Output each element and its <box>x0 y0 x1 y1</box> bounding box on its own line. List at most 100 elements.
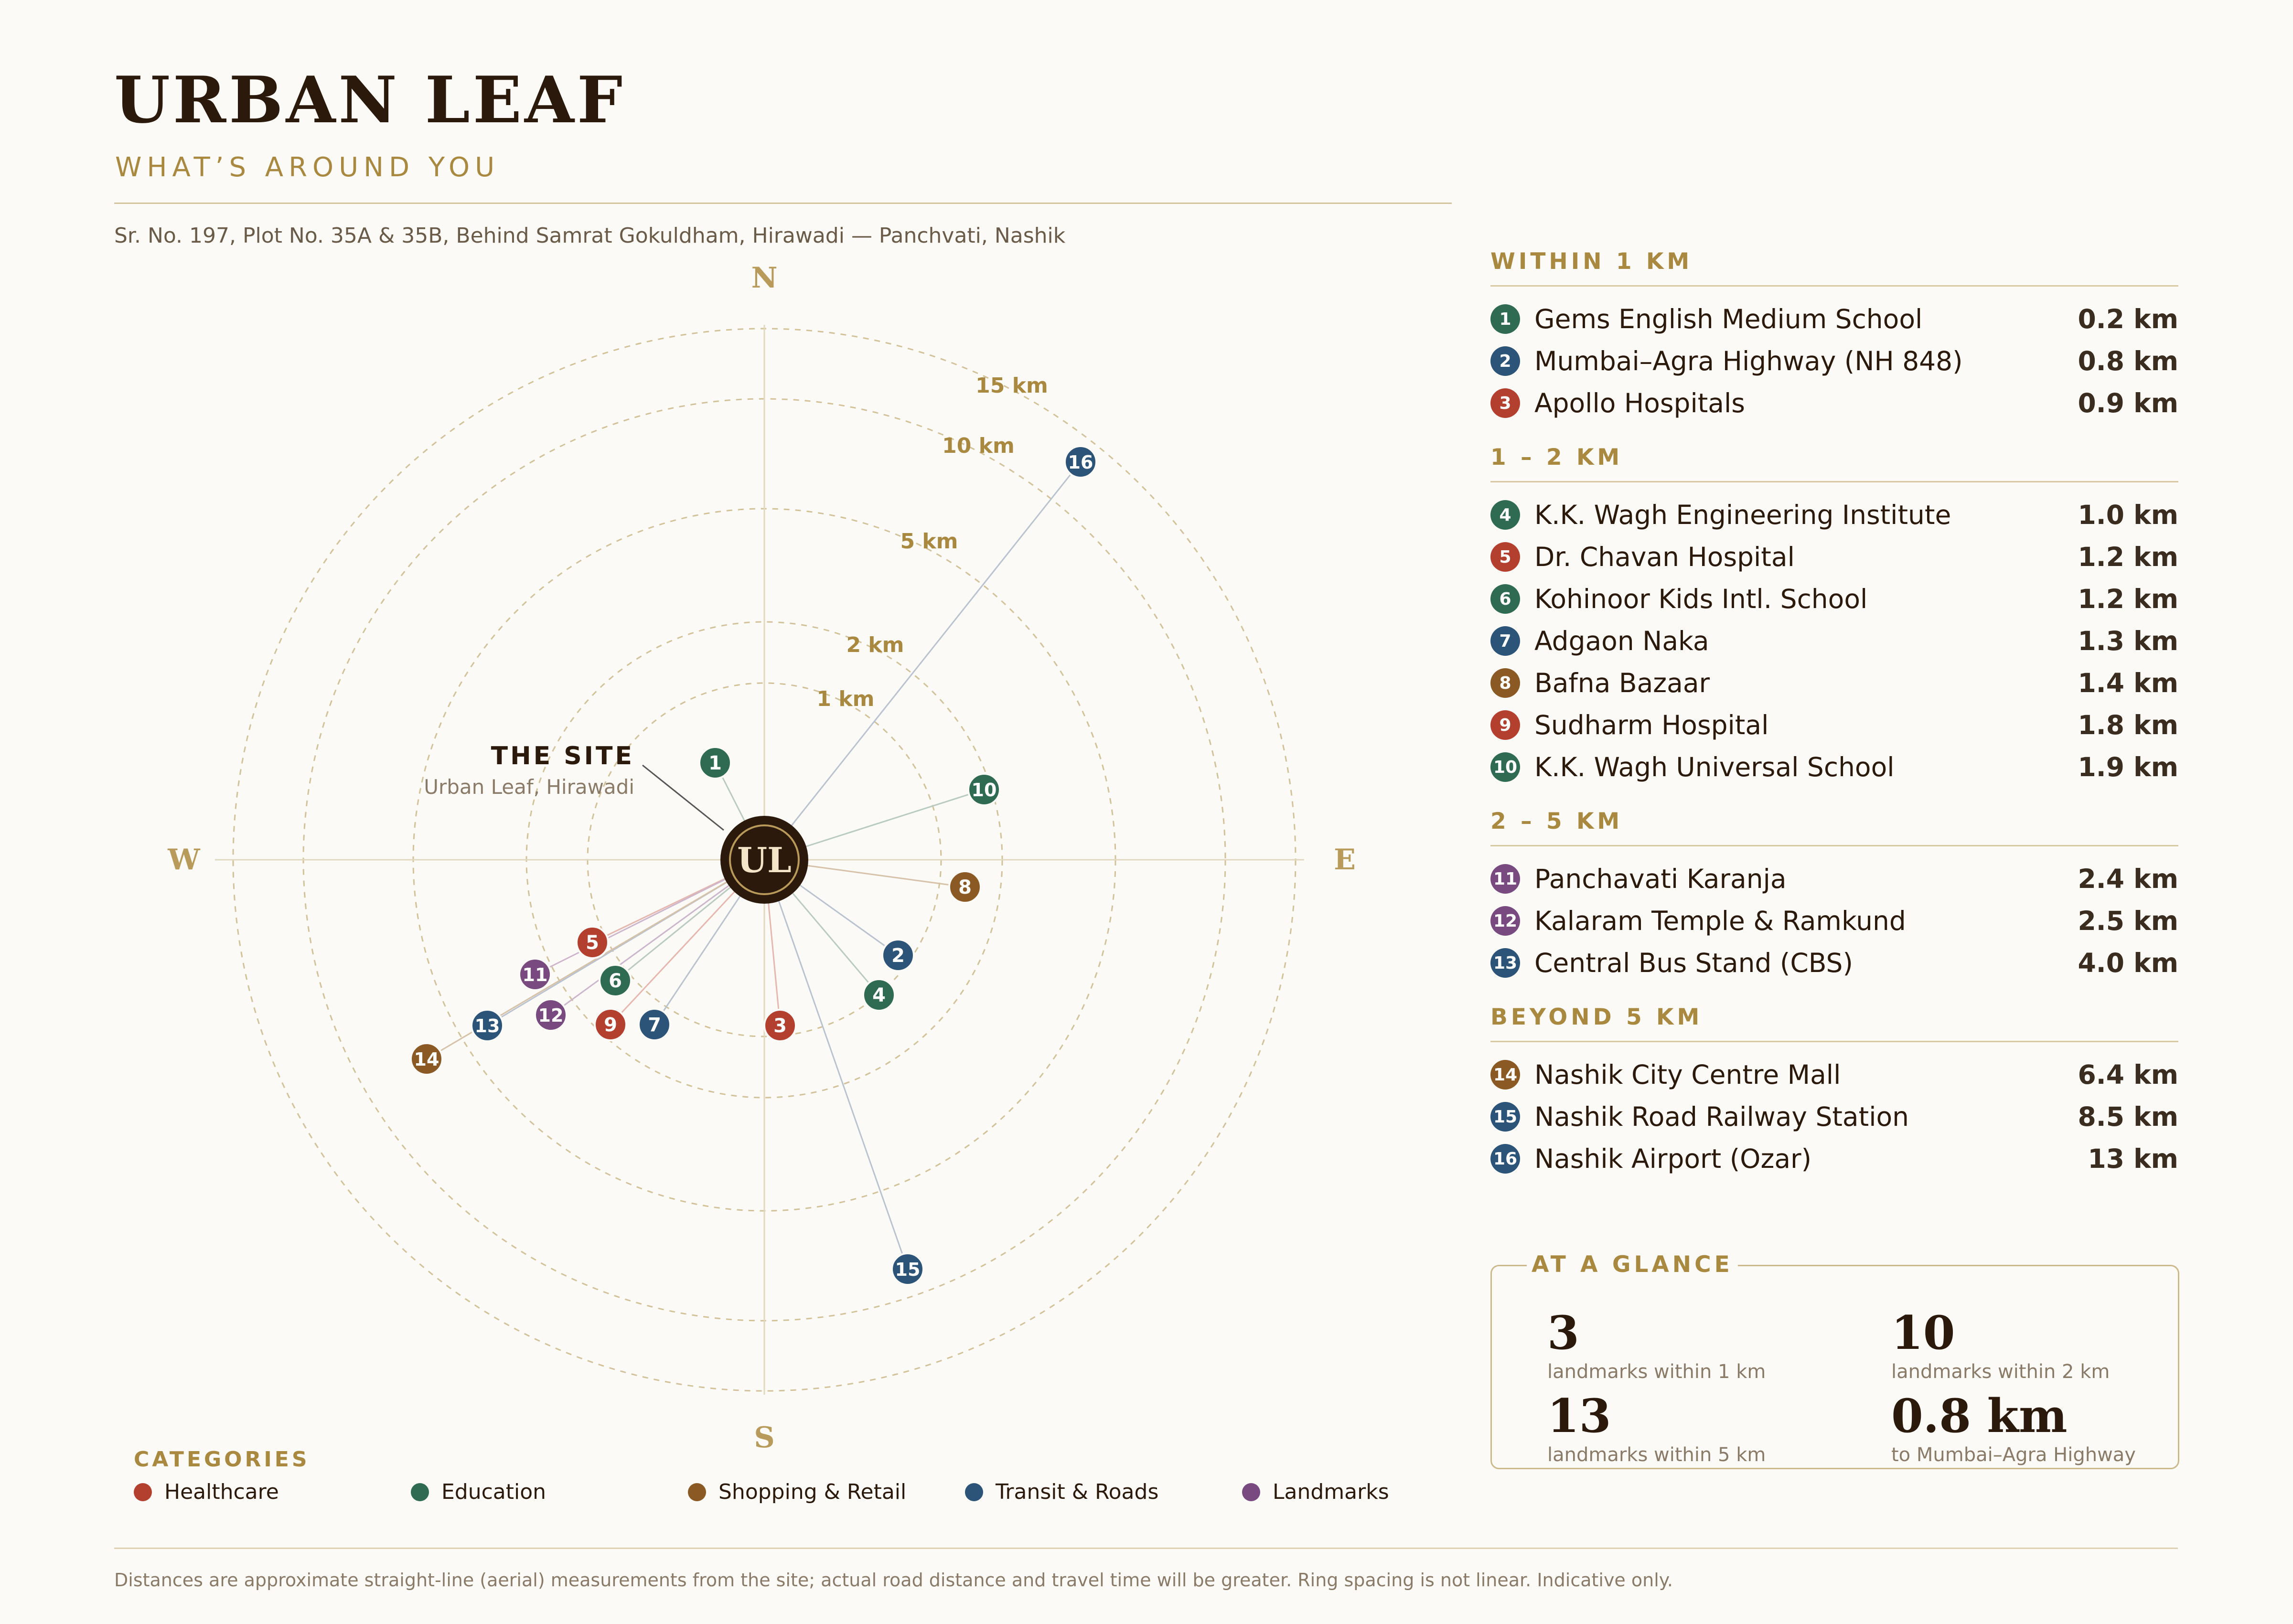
marker-circle <box>881 939 915 972</box>
ring-label: 1 km <box>816 687 874 711</box>
landmark-row-10[interactable]: 10 K.K. Wagh Universal School 1.9 km <box>1490 746 2178 788</box>
marker-number: 2 <box>891 945 905 967</box>
landmark-distance: 2.4 km <box>2078 864 2178 894</box>
site-callout: THE SITE Urban Leaf, Hirawadi <box>424 742 724 831</box>
map-marker-10[interactable]: 10 <box>967 773 1001 806</box>
marker-circle <box>594 1008 627 1041</box>
glance-stat-within-5km: 13 landmarks within 5 km <box>1547 1393 1766 1466</box>
legend-dot-icon <box>411 1483 429 1501</box>
landmark-row-7[interactable]: 7 Adgaon Naka 1.3 km <box>1490 620 2178 662</box>
map-marker-4[interactable]: 4 <box>862 978 896 1012</box>
footer-divider <box>114 1548 2178 1549</box>
landmark-row-9[interactable]: 9 Sudharm Hospital 1.8 km <box>1490 704 2178 746</box>
stat-label: to Mumbai–Agra Highway <box>1891 1444 2136 1466</box>
landmark-distance: 1.2 km <box>2078 542 2178 572</box>
marker-circle <box>763 1009 797 1042</box>
landmark-row-11[interactable]: 11 Panchavati Karanja 2.4 km <box>1490 858 2178 900</box>
landmark-name: Nashik Road Railway Station <box>1534 1101 1909 1132</box>
legend-item-landmarks: Landmarks <box>1242 1480 1389 1504</box>
brand-title: URBAN LEAF <box>114 62 626 138</box>
map-marker-16[interactable]: 16 <box>1064 445 1097 479</box>
stat-value: 13 <box>1547 1389 1611 1443</box>
landmark-group: BEYOND 5 KM 14 Nashik City Centre Mall 6.4 … <box>1490 1004 2178 1180</box>
legend-item-healthcare: Healthcare <box>134 1480 279 1504</box>
ring-label: 2 km <box>846 633 904 657</box>
landmark-distance: 1.8 km <box>2078 710 2178 740</box>
group-title: BEYOND 5 KM <box>1490 1004 2178 1042</box>
landmark-distance: 6.4 km <box>2078 1059 2178 1090</box>
landmark-row-4[interactable]: 4 K.K. Wagh Engineering Institute 1.0 km <box>1490 494 2178 536</box>
marker-circle <box>410 1042 443 1076</box>
stat-value: 3 <box>1547 1306 1579 1360</box>
landmark-number-badge: 14 <box>1490 1060 1520 1090</box>
glance-stat-within-1km: 3 landmarks within 1 km <box>1547 1310 1766 1383</box>
landmark-group: 2 – 5 KM 11 Panchavati Karanja 2.4 km 12 Kala… <box>1490 808 2178 984</box>
landmark-distance: 1.0 km <box>2078 500 2178 530</box>
landmark-row-13[interactable]: 13 Central Bus Stand (CBS) 4.0 km <box>1490 942 2178 984</box>
landmark-name: Nashik Airport (Ozar) <box>1534 1143 1812 1174</box>
compass-east: E <box>1334 843 1356 876</box>
map-marker-8[interactable]: 8 <box>948 870 982 904</box>
legend-title: CATEGORIES <box>134 1447 310 1472</box>
landmark-row-1[interactable]: 1 Gems English Medium School 0.2 km <box>1490 298 2178 340</box>
map-marker-13[interactable]: 13 <box>471 1009 504 1042</box>
map-marker-14[interactable]: 14 <box>410 1042 443 1076</box>
landmark-name: Bafna Bazaar <box>1534 668 1710 698</box>
map-marker-2[interactable]: 2 <box>881 939 915 972</box>
marker-number: 8 <box>958 876 972 898</box>
landmark-row-5[interactable]: 5 Dr. Chavan Hospital 1.2 km <box>1490 536 2178 578</box>
marker-circle <box>576 926 609 959</box>
landmark-distance: 1.4 km <box>2078 668 2178 698</box>
site-marker[interactable]: UL <box>720 816 808 904</box>
landmark-row-6[interactable]: 6 Kohinoor Kids Intl. School 1.2 km <box>1490 578 2178 620</box>
map-marker-9[interactable]: 9 <box>594 1008 627 1041</box>
map-marker-5[interactable]: 5 <box>576 926 609 959</box>
landmark-name: K.K. Wagh Engineering Institute <box>1534 500 1951 530</box>
landmark-name: Apollo Hospitals <box>1534 388 1745 418</box>
map-marker-7[interactable]: 7 <box>638 1008 671 1041</box>
marker-circle <box>698 746 732 780</box>
compass-south: S <box>754 1421 774 1454</box>
landmark-row-15[interactable]: 15 Nashik Road Railway Station 8.5 km <box>1490 1096 2178 1138</box>
map-marker-12[interactable]: 12 <box>534 998 568 1032</box>
landmark-row-12[interactable]: 12 Kalaram Temple & Ramkund 2.5 km <box>1490 900 2178 942</box>
map-marker-3[interactable]: 3 <box>763 1009 797 1042</box>
landmark-number-badge: 2 <box>1490 346 1520 376</box>
map-marker-15[interactable]: 15 <box>891 1252 924 1286</box>
landmark-number-badge: 13 <box>1490 948 1520 978</box>
marker-circle <box>1064 445 1097 479</box>
landmark-distance: 0.2 km <box>2078 304 2178 334</box>
landmark-name: K.K. Wagh Universal School <box>1534 752 1895 782</box>
site-marker-ring <box>729 824 800 895</box>
landmark-number-badge: 11 <box>1490 864 1520 894</box>
map-marker-1[interactable]: 1 <box>698 746 732 780</box>
landmark-row-8[interactable]: 8 Bafna Bazaar 1.4 km <box>1490 662 2178 704</box>
landmark-list-panel: WITHIN 1 KM 1 Gems English Medium School 0.… <box>1490 248 2178 1200</box>
landmark-row-3[interactable]: 3 Apollo Hospitals 0.9 km <box>1490 382 2178 424</box>
marker-number: 4 <box>872 984 886 1006</box>
legend-dot-icon <box>1242 1483 1260 1501</box>
landmark-number-badge: 16 <box>1490 1144 1520 1174</box>
landmark-row-16[interactable]: 16 Nashik Airport (Ozar) 13 km <box>1490 1138 2178 1180</box>
landmark-row-2[interactable]: 2 Mumbai–Agra Highway (NH 848) 0.8 km <box>1490 340 2178 382</box>
landmark-number-badge: 12 <box>1490 906 1520 936</box>
marker-circle <box>534 998 568 1032</box>
map-marker-11[interactable]: 11 <box>518 958 552 991</box>
landmark-row-14[interactable]: 14 Nashik City Centre Mall 6.4 km <box>1490 1054 2178 1096</box>
marker-number: 14 <box>414 1049 439 1070</box>
page-subtitle: WHAT’S AROUND YOU <box>115 152 500 183</box>
stat-value: 10 <box>1891 1306 1955 1360</box>
landmark-number-badge: 5 <box>1490 542 1520 572</box>
site-callout-leader <box>642 764 724 831</box>
map-marker-6[interactable]: 6 <box>599 964 632 997</box>
landmark-distance: 1.3 km <box>2078 626 2178 656</box>
landmark-distance: 8.5 km <box>2078 1101 2178 1132</box>
landmark-name: Sudharm Hospital <box>1534 710 1769 740</box>
marker-number: 15 <box>895 1259 921 1280</box>
group-title: 1 – 2 KM <box>1490 444 2178 482</box>
landmark-distance: 1.9 km <box>2078 752 2178 782</box>
stat-label: landmarks within 5 km <box>1547 1444 1766 1466</box>
group-title: WITHIN 1 KM <box>1490 248 2178 287</box>
marker-circle <box>638 1008 671 1041</box>
